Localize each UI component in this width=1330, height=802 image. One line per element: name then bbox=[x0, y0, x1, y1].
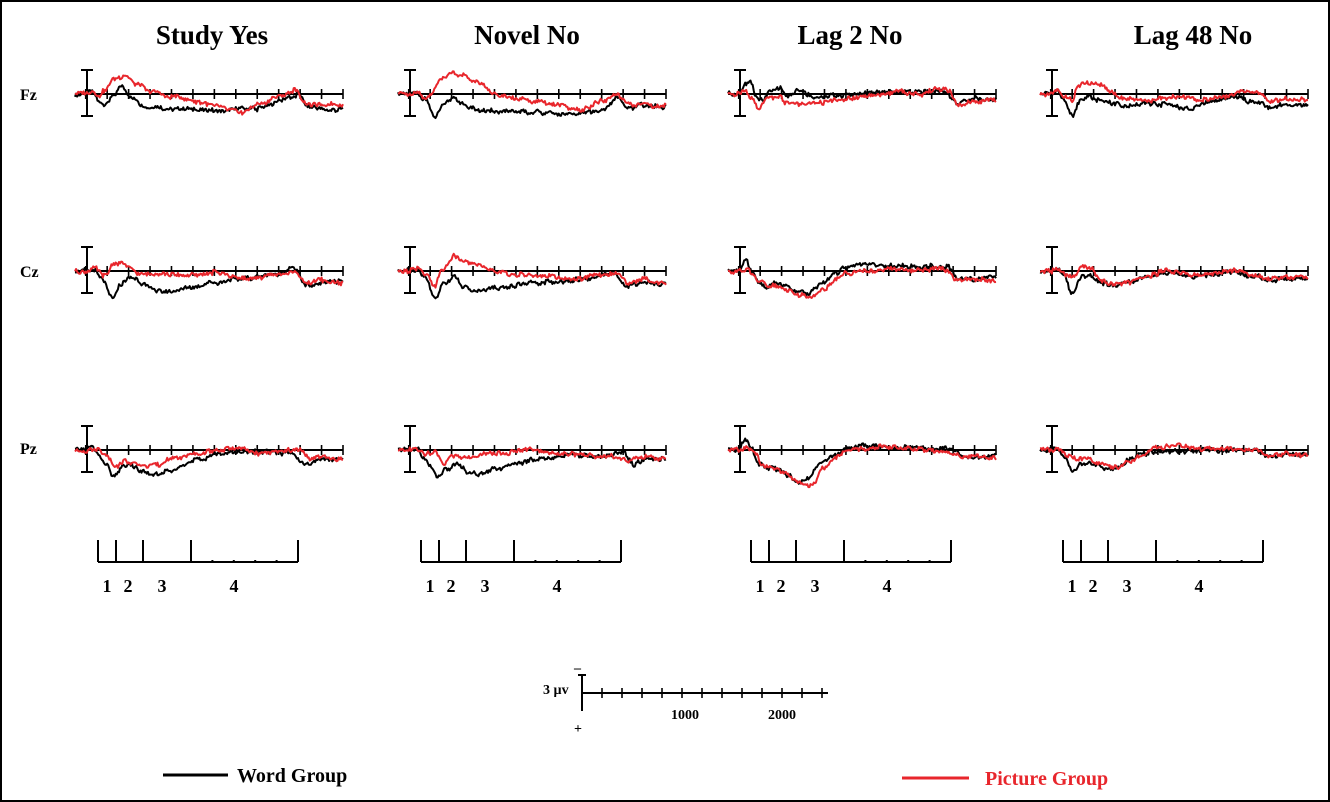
legend-label-picture-group: Picture Group bbox=[985, 768, 1108, 790]
waveform-picture-group-lag-48-no-fz bbox=[1039, 80, 1309, 104]
panel-novel-no-cz bbox=[397, 246, 667, 300]
waveform-picture-group-novel-no-pz bbox=[397, 446, 667, 467]
scale-bar: – 3 µv + 1000 2000 bbox=[543, 661, 828, 737]
waveform-picture-group-lag-48-no-cz bbox=[1040, 264, 1309, 287]
segment-label-3: 3 bbox=[481, 576, 490, 596]
electrode-labels: Fz Cz Pz bbox=[20, 87, 39, 458]
waveform-picture-group-novel-no-cz bbox=[397, 252, 667, 289]
scale-bar-time-1000: 1000 bbox=[671, 708, 699, 723]
panel-lag-48-no-pz bbox=[1039, 425, 1309, 473]
segment-label-1: 1 bbox=[1068, 576, 1077, 596]
erp-panels bbox=[74, 69, 1309, 489]
legend-label-word-group: Word Group bbox=[237, 765, 347, 787]
segment-label-3: 3 bbox=[158, 576, 167, 596]
waveform-picture-group-study-yes-fz bbox=[74, 74, 344, 116]
segment-label-2: 2 bbox=[124, 576, 133, 596]
panel-study-yes-cz bbox=[74, 246, 344, 300]
panel-title-study-yes: Study Yes bbox=[156, 20, 268, 50]
segment-label-4: 4 bbox=[553, 576, 562, 596]
waveform-word-group-novel-no-cz bbox=[397, 266, 667, 300]
waveform-word-group-study-yes-pz bbox=[74, 444, 344, 478]
scale-bar-negative-sign: – bbox=[573, 661, 582, 676]
waveform-picture-group-lag-2-no-cz bbox=[728, 265, 997, 299]
panel-novel-no-pz bbox=[397, 425, 667, 479]
segment-label-1: 1 bbox=[756, 576, 765, 596]
panel-lag-48-no-fz bbox=[1039, 69, 1309, 118]
waveform-picture-group-study-yes-cz bbox=[74, 260, 344, 287]
segment-label-3: 3 bbox=[811, 576, 820, 596]
panel-title-lag-48-no: Lag 48 No bbox=[1134, 20, 1253, 50]
panel-lag-2-no-cz bbox=[727, 246, 997, 299]
electrode-label-pz: Pz bbox=[20, 441, 37, 458]
segment-label-2: 2 bbox=[1089, 576, 1098, 596]
waveform-picture-group-lag-48-no-pz bbox=[1039, 442, 1309, 471]
segment-label-1: 1 bbox=[103, 576, 112, 596]
segment-label-4: 4 bbox=[230, 576, 239, 596]
panel-title-novel-no: Novel No bbox=[474, 20, 580, 50]
panel-titles: Study Yes Novel No Lag 2 No Lag 48 No bbox=[156, 20, 1252, 50]
waveform-word-group-study-yes-cz bbox=[74, 265, 344, 300]
panel-lag-2-no-pz bbox=[727, 425, 997, 489]
scale-bar-amplitude-label: 3 µv bbox=[543, 683, 569, 698]
panel-lag-2-no-fz bbox=[727, 69, 997, 117]
segment-label-4: 4 bbox=[883, 576, 892, 596]
waveform-word-group-lag-48-no-fz bbox=[1040, 88, 1309, 118]
waveform-word-group-lag-2-no-fz bbox=[727, 79, 997, 106]
waveform-picture-group-lag-2-no-pz bbox=[727, 443, 997, 489]
panel-lag-48-no-cz bbox=[1039, 246, 1309, 295]
scale-bar-positive-sign: + bbox=[574, 722, 582, 737]
electrode-label-cz: Cz bbox=[20, 264, 39, 281]
scale-bar-time-2000: 2000 bbox=[768, 708, 796, 723]
segment-label-1: 1 bbox=[426, 576, 435, 596]
waveform-word-group-lag-2-no-pz bbox=[727, 437, 997, 485]
waveform-picture-group-study-yes-pz bbox=[74, 445, 344, 469]
segment-label-3: 3 bbox=[1123, 576, 1132, 596]
panel-study-yes-pz bbox=[74, 425, 344, 478]
legend: Word Group Picture Group bbox=[163, 765, 1108, 790]
segment-label-2: 2 bbox=[777, 576, 786, 596]
waveform-word-group-novel-no-fz bbox=[397, 90, 667, 120]
waveform-picture-group-lag-2-no-fz bbox=[727, 86, 997, 111]
panel-study-yes-fz bbox=[74, 69, 344, 117]
segment-label-4: 4 bbox=[1195, 576, 1204, 596]
panel-novel-no-fz bbox=[397, 69, 667, 120]
waveform-picture-group-novel-no-fz bbox=[398, 70, 667, 113]
electrode-label-fz: Fz bbox=[20, 87, 37, 104]
waveform-word-group-novel-no-pz bbox=[397, 446, 667, 479]
panel-title-lag-2-no: Lag 2 No bbox=[797, 20, 902, 50]
segment-label-2: 2 bbox=[447, 576, 456, 596]
